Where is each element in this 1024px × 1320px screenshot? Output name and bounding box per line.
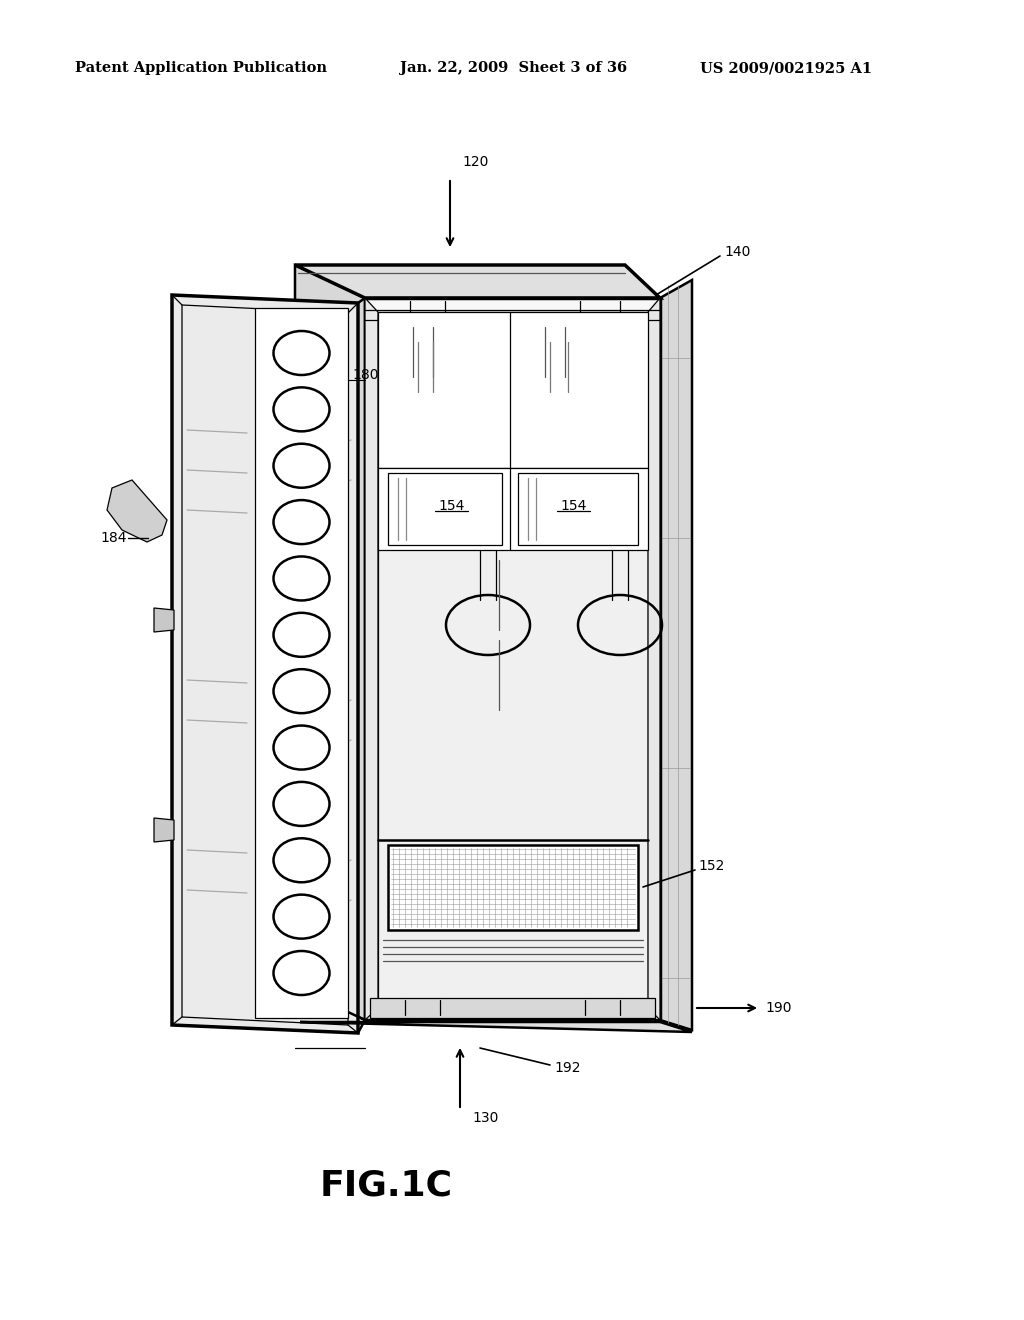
Polygon shape xyxy=(295,265,660,298)
Polygon shape xyxy=(106,480,167,543)
Polygon shape xyxy=(648,298,660,1020)
Text: 180: 180 xyxy=(352,368,379,381)
Bar xyxy=(518,473,638,545)
Polygon shape xyxy=(154,818,174,842)
Polygon shape xyxy=(172,294,358,1034)
Text: 184: 184 xyxy=(100,531,127,545)
Text: 192: 192 xyxy=(554,1061,581,1074)
Bar xyxy=(255,308,348,1018)
Polygon shape xyxy=(660,280,692,1030)
Text: 154: 154 xyxy=(438,499,464,513)
Text: 190: 190 xyxy=(765,1001,792,1015)
Text: FIG.1C: FIG.1C xyxy=(319,1168,453,1203)
Bar xyxy=(388,473,502,545)
Bar xyxy=(378,312,648,469)
Text: 154: 154 xyxy=(560,499,587,513)
Bar xyxy=(370,998,655,1018)
Bar xyxy=(388,845,638,931)
Text: US 2009/0021925 A1: US 2009/0021925 A1 xyxy=(700,61,872,75)
Polygon shape xyxy=(300,1022,692,1032)
Polygon shape xyxy=(365,298,378,1020)
Bar xyxy=(365,298,660,1020)
Bar xyxy=(378,312,648,1008)
Polygon shape xyxy=(154,609,174,632)
Text: 130: 130 xyxy=(472,1111,499,1125)
Text: Patent Application Publication: Patent Application Publication xyxy=(75,61,327,75)
Bar xyxy=(378,469,648,550)
Text: 140: 140 xyxy=(724,246,751,259)
Polygon shape xyxy=(295,265,365,1020)
Text: 152: 152 xyxy=(698,859,724,873)
Text: Jan. 22, 2009  Sheet 3 of 36: Jan. 22, 2009 Sheet 3 of 36 xyxy=(400,61,627,75)
Text: 120: 120 xyxy=(462,154,488,169)
